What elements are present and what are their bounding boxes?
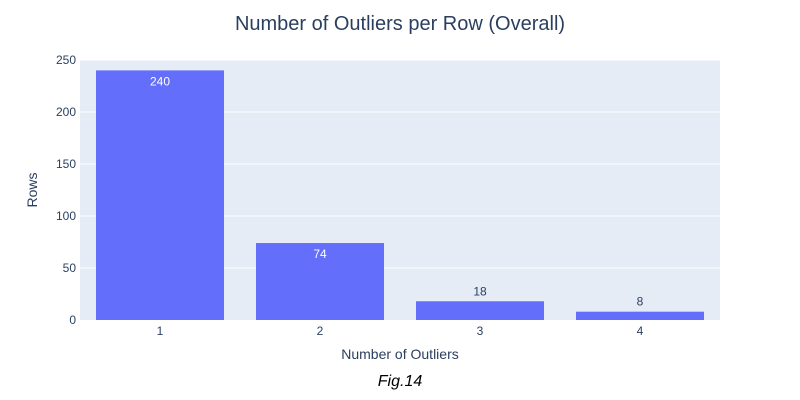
y-tick-label: 50 [63,261,77,275]
chart-title: Number of Outliers per Row (Overall) [235,13,565,35]
bars [96,70,704,321]
x-tick-label: 2 [317,324,324,338]
bar-value-label: 8 [637,295,644,309]
y-tick-label: 0 [69,313,76,327]
x-tick-label: 4 [637,324,644,338]
bar [416,301,544,320]
bar [96,70,224,321]
y-axis-title: Rows [24,172,40,207]
bar [256,243,384,320]
x-tick-label: 3 [477,324,484,338]
bar-labels: 240 74 18 8 [150,74,644,308]
y-tick-label: 150 [56,157,76,171]
y-tick-label: 250 [56,53,76,67]
figure-caption: Fig.14 [378,373,423,390]
y-tick-label: 200 [56,105,76,119]
x-tick-label: 1 [157,324,164,338]
y-tick-label: 100 [56,209,76,223]
bar-value-label: 240 [150,74,170,88]
x-axis-ticks: 1 2 3 4 [157,324,644,338]
y-axis-ticks: 0 50 100 150 200 250 [56,53,76,327]
bar [576,311,704,320]
bar-value-label: 18 [473,284,487,298]
x-axis-title: Number of Outliers [341,346,458,362]
bar-value-label: 74 [313,247,327,261]
